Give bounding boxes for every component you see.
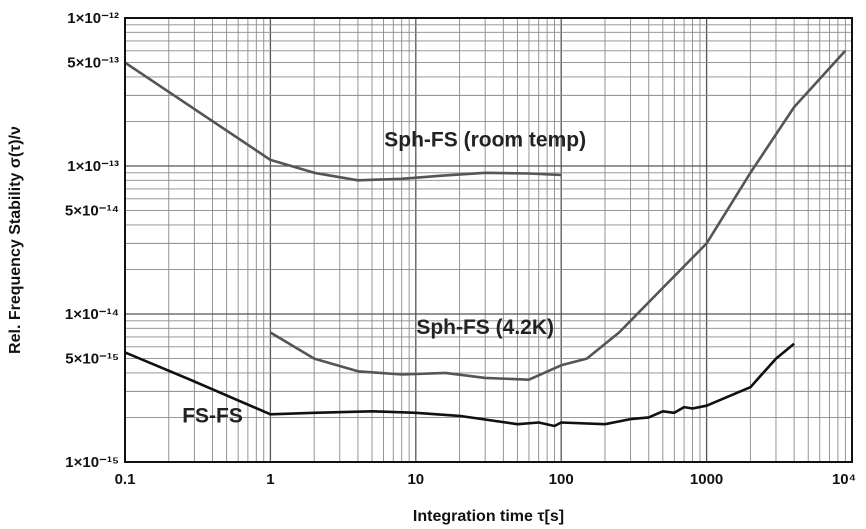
y-tick-label: 5×10⁻¹⁵ <box>65 351 119 368</box>
series-line <box>269 49 847 381</box>
x-tick-label: 1000 <box>690 471 723 488</box>
series-group <box>124 49 847 428</box>
x-axis-label: Integration time τ[s] <box>413 508 564 525</box>
x-tick-label: 10⁴ <box>832 471 856 488</box>
y-tick-label: 1×10⁻¹² <box>67 10 119 27</box>
y-tick-labels: 1×10⁻¹² 5×10⁻¹³ 1×10⁻¹³ 5×10⁻¹⁴ 1×10⁻¹⁴ 5×10⁻… <box>65 10 119 471</box>
series-line <box>124 342 795 428</box>
series-annotations: Sph-FS (room temp) Sph-FS (4.2K) FS-FS <box>182 129 586 428</box>
y-tick-label: 5×10⁻¹⁴ <box>65 203 119 220</box>
x-tick-labels: 0.1 1 10 100 1000 10⁴ <box>115 471 856 488</box>
grid-lines <box>124 18 852 463</box>
plot-frame <box>124 17 853 463</box>
y-axis-label: Rel. Frequency Stability σ(τ)/ν <box>7 126 24 354</box>
x-tick-label: 0.1 <box>115 471 136 488</box>
x-tick-label: 100 <box>549 471 574 488</box>
series-line <box>124 61 562 182</box>
x-tick-label: 1 <box>266 471 274 488</box>
x-tick-label: 10 <box>407 471 424 488</box>
y-tick-label: 1×10⁻¹⁵ <box>65 454 119 471</box>
y-tick-label: 1×10⁻¹³ <box>67 158 119 175</box>
y-tick-label: 1×10⁻¹⁴ <box>65 306 119 323</box>
y-tick-label: 5×10⁻¹³ <box>67 55 119 72</box>
series-annotation: FS-FS <box>182 404 243 427</box>
series-annotation: Sph-FS (room temp) <box>384 129 586 152</box>
series-annotation: Sph-FS (4.2K) <box>416 316 554 339</box>
